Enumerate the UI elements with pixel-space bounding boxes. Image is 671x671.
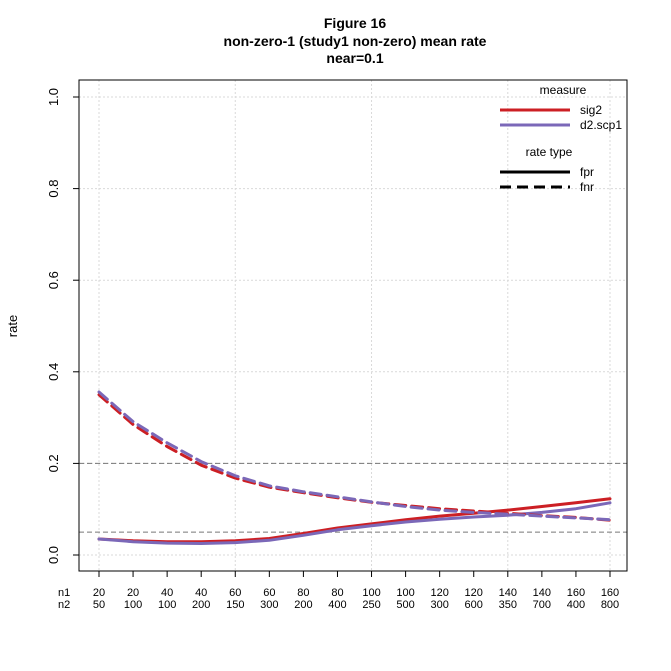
series-line-sig2-fpr: [97, 497, 612, 544]
x-tick-label-n2-11: 600: [465, 599, 483, 611]
x-tick-label-n1-3: 40: [195, 587, 207, 599]
x-tick-label-n2-4: 150: [226, 599, 244, 611]
x-tick-label-n2-0: 50: [93, 599, 105, 611]
x-tick-label-n1-14: 160: [567, 587, 585, 599]
x-tick-label-n1-4: 60: [229, 587, 241, 599]
x-tick-label-n1-1: 20: [127, 587, 139, 599]
x-tick-label-n1-13: 140: [533, 587, 551, 599]
x-tick-label-n1-8: 100: [362, 587, 380, 599]
x-tick-label-n2-12: 350: [499, 599, 517, 611]
x-tick-label-n1-5: 60: [263, 587, 275, 599]
x-tick-label-n1-6: 80: [297, 587, 309, 599]
x-tick-label-n2-6: 200: [294, 599, 312, 611]
x-row-label-n2: n2: [58, 599, 70, 611]
chart-subtitle-2: near=0.1: [326, 50, 383, 66]
x-axis: 2050201004010040200601506030080200804001…: [58, 571, 619, 611]
x-tick-label-n2-13: 700: [533, 599, 551, 611]
x-tick-label-n2-10: 300: [430, 599, 448, 611]
legend-label-fnr: fnr: [580, 180, 594, 194]
chart-title: Figure 16: [324, 15, 386, 31]
x-tick-label-n1-11: 120: [465, 587, 483, 599]
x-tick-label-n2-2: 100: [158, 599, 176, 611]
y-tick-label-1: 0.2: [46, 454, 61, 472]
x-tick-label-n1-9: 100: [396, 587, 414, 599]
x-tick-label-n2-8: 250: [362, 599, 380, 611]
x-tick-label-n1-12: 140: [499, 587, 517, 599]
x-tick-label-n2-9: 500: [396, 599, 414, 611]
reference-lines: [79, 462, 627, 533]
chart-subtitle: non-zero-1 (study1 non-zero) mean rate: [224, 33, 487, 49]
x-tick-label-n2-14: 400: [567, 599, 585, 611]
x-tick-label-n1-7: 80: [331, 587, 343, 599]
x-tick-label-n1-10: 120: [430, 587, 448, 599]
y-axis-label: rate: [5, 315, 20, 337]
x-tick-label-n2-1: 100: [124, 599, 142, 611]
legend-label-fpr: fpr: [580, 165, 594, 179]
legend-label-d2.scp1: d2.scp1: [580, 118, 622, 132]
plot-frame: [78, 79, 628, 572]
x-tick-label-n2-5: 300: [260, 599, 278, 611]
y-tick-label-5: 1.0: [46, 88, 61, 106]
y-tick-label-0: 0.0: [46, 546, 61, 564]
x-tick-label-n1-2: 40: [161, 587, 173, 599]
y-tick-label-4: 0.8: [46, 180, 61, 198]
x-tick-label-n1-15: 160: [601, 587, 619, 599]
y-axis: 0.0 0.2 0.4 0.6 0.8 1.0: [46, 88, 79, 564]
legend-rate-title: rate type: [526, 145, 573, 159]
series-line-d2.scp1-fnr: [97, 390, 612, 522]
series-group: [97, 390, 612, 545]
x-tick-label-n2-15: 800: [601, 599, 619, 611]
legend-label-sig2: sig2: [580, 103, 602, 117]
series-line-sig2-fnr: [97, 393, 612, 522]
x-tick-label-n2-7: 400: [328, 599, 346, 611]
legend-measure-title: measure: [540, 83, 587, 97]
x-tick-label-n2-3: 200: [192, 599, 210, 611]
y-tick-label-2: 0.4: [46, 363, 61, 381]
x-row-label-n1: n1: [58, 587, 70, 599]
y-tick-label-3: 0.6: [46, 271, 61, 289]
x-tick-label-n1-0: 20: [93, 587, 105, 599]
